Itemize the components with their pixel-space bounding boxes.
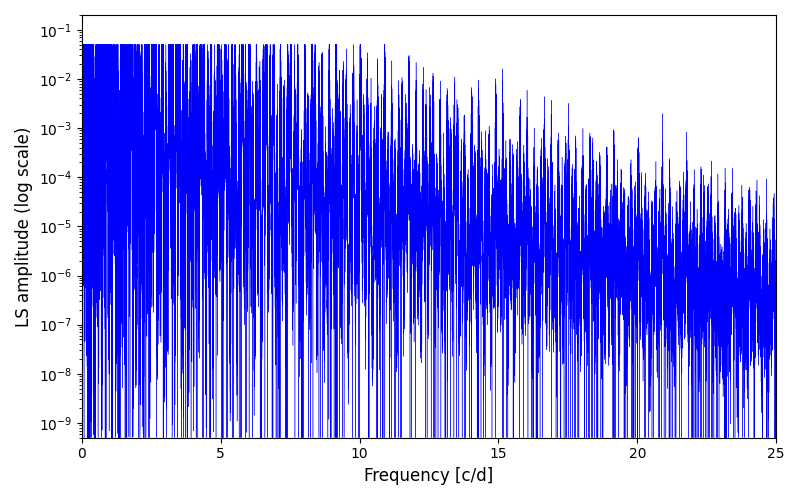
- Y-axis label: LS amplitude (log scale): LS amplitude (log scale): [15, 126, 33, 326]
- X-axis label: Frequency [c/d]: Frequency [c/d]: [364, 467, 494, 485]
